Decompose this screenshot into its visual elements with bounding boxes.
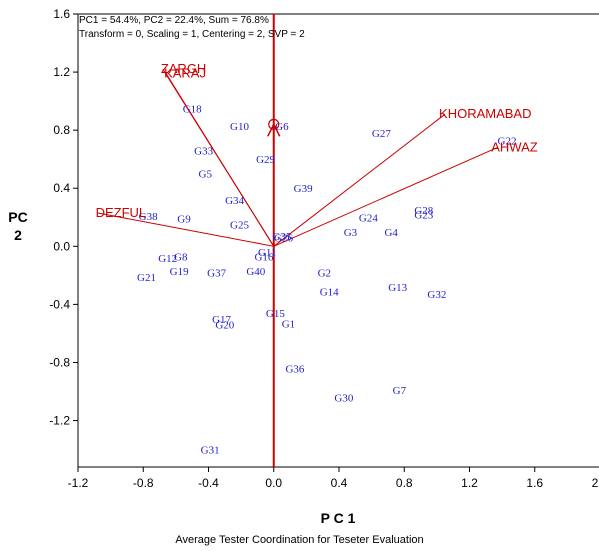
genotype-label: G8 — [174, 251, 188, 263]
genotype-label: G29 — [256, 154, 275, 166]
x-tick-label: -1.2 — [68, 476, 89, 490]
tester-vectors — [97, 14, 498, 467]
genotype-label: G2 — [318, 267, 331, 279]
variance-note: PC1 = 54.4%, PC2 = 22.4%, Sum = 76.8% — [79, 15, 269, 26]
x-tick-label: 0.8 — [396, 476, 413, 490]
genotype-label: G34 — [225, 195, 244, 207]
y-tick-label: -1.2 — [49, 414, 70, 428]
tester-label: ZARGH — [161, 61, 207, 76]
genotype-label: G15 — [266, 308, 285, 320]
average-tester-arrowhead — [267, 122, 281, 137]
genotype-label: G3 — [344, 227, 358, 239]
genotype-label: G28 — [414, 205, 433, 217]
x-tick-label: 2.0 — [592, 476, 599, 490]
genotype-label: G24 — [359, 212, 378, 224]
tester-label: KARAJ — [164, 66, 206, 81]
genotype-label: G20 — [215, 320, 234, 332]
tester-vector — [273, 113, 446, 247]
genotype-label: G4 — [384, 227, 398, 239]
axes: -1.2 -0.8 -0.4 0.0 0.4 0.8 1.2 1.6 2.0 -1.2 -0.8 -0… — [49, 7, 599, 490]
genotype-label: G31 — [201, 445, 220, 457]
y-tick-label: 1.2 — [53, 65, 70, 79]
y-tick-label: -0.4 — [49, 297, 70, 311]
genotype-label: G5 — [199, 169, 213, 181]
genotype-label: G37 — [207, 267, 226, 279]
genotype-label: G40 — [246, 266, 265, 278]
y-tick-label: 0.8 — [53, 123, 70, 137]
y-tick-label: -0.8 — [49, 355, 70, 369]
genotype-label: G38 — [139, 211, 158, 223]
genotype-label: G13 — [388, 282, 407, 294]
genotype-label: G14 — [320, 286, 339, 298]
y-axis-label-line-2: 2 — [14, 227, 22, 243]
genotype-label: G30 — [334, 392, 353, 404]
genotype-label: G10 — [230, 121, 249, 133]
genotype-label: G33 — [194, 145, 213, 157]
x-tick-label: 0.0 — [265, 476, 282, 490]
tester-vector — [97, 212, 274, 247]
y-tick-label: 1.6 — [53, 7, 70, 21]
genotype-label: G22 — [498, 135, 517, 147]
genotype-label: G27 — [372, 128, 391, 140]
x-tick-label: 1.2 — [461, 476, 478, 490]
y-tick-label: 0.0 — [53, 239, 70, 253]
genotype-label: G11 — [258, 247, 277, 259]
x-tick-label: 0.4 — [331, 476, 348, 490]
tester-label: AHWAZ — [491, 140, 538, 155]
genotype-label: G26 — [274, 233, 293, 245]
x-tick-label: -0.8 — [133, 476, 154, 490]
chart-caption: Average Tester Coordination for Teseter … — [175, 534, 424, 546]
average-tester-circle — [268, 118, 280, 130]
genotype-label: G23 — [414, 209, 433, 221]
genotype-label: G12 — [158, 253, 177, 265]
genotype-label: G7 — [393, 385, 407, 397]
genotype-label: G39 — [294, 183, 313, 195]
genotype-label: G1 — [282, 318, 295, 330]
tester-label: KHORAMABAD — [439, 106, 531, 121]
y-tick-label: 0.4 — [53, 181, 70, 195]
genotype-label: G32 — [427, 289, 446, 301]
genotype-label: G19 — [170, 266, 189, 278]
x-axis-label: P C 1 — [321, 510, 356, 526]
genotype-label: G17 — [212, 314, 231, 326]
genotype-label: G25 — [230, 220, 249, 232]
y-axis-label-line-1: PC — [8, 209, 27, 225]
tester-label: DEZFUL — [96, 205, 147, 220]
genotype-label: G9 — [177, 214, 191, 226]
genotype-label: G21 — [137, 272, 156, 284]
tester-vector — [273, 147, 498, 247]
x-tick-label: -0.4 — [198, 476, 219, 490]
settings-note: Transform = 0, Scaling = 1, Centering = … — [79, 29, 305, 40]
genotype-label: G16 — [254, 251, 273, 263]
tester-vector — [165, 73, 275, 247]
genotype-label: G18 — [183, 103, 202, 115]
genotype-label: G6 — [275, 121, 289, 133]
genotype-label: G35 — [272, 231, 291, 243]
x-tick-label: 1.6 — [526, 476, 543, 490]
genotype-label: G36 — [285, 363, 304, 375]
